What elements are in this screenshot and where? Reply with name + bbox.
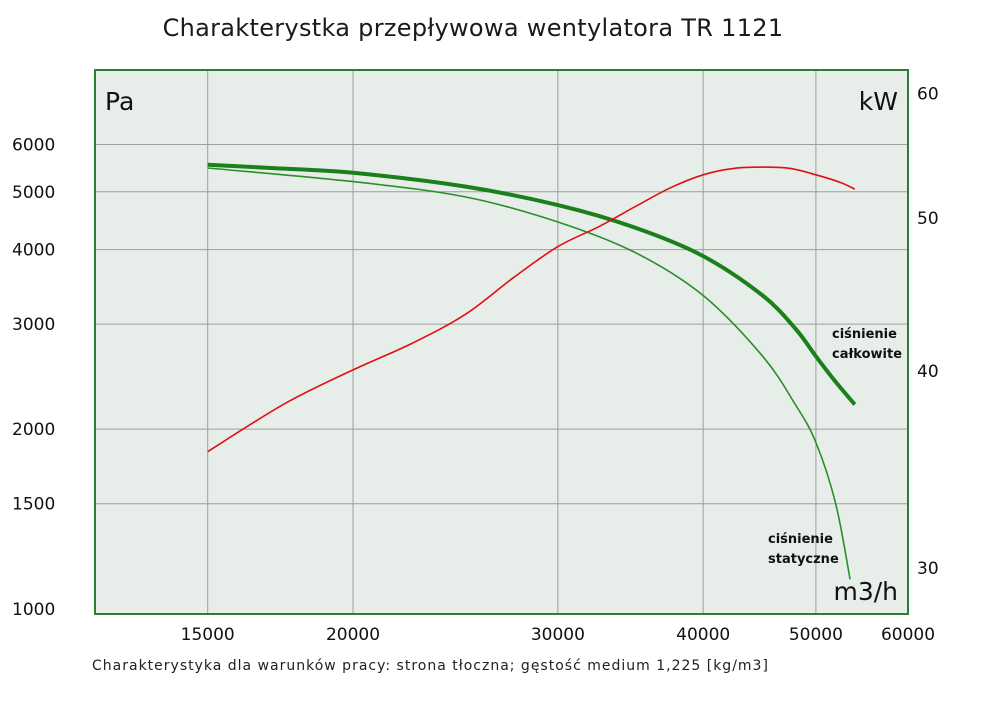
series-static-pressure — [207, 167, 851, 580]
y-axis-unit-left: Pa — [105, 87, 134, 116]
y-tick-label-right: 60 — [917, 84, 939, 104]
y-tick-label-left: 3000 — [12, 315, 55, 335]
label-static-pressure: ciśnienie statyczne — [768, 532, 839, 567]
plot-area — [95, 70, 908, 614]
label-total-pressure: ciśnienie całkowite — [832, 327, 902, 362]
y-tick-label-left: 1500 — [12, 495, 55, 515]
y-tick-label-left: 2000 — [12, 420, 55, 440]
y-tick-label-left: 4000 — [12, 241, 55, 261]
footnote: Charakterystyka dla warunków pracy: stro… — [92, 658, 769, 674]
x-tick-label: 50000 — [789, 625, 843, 645]
y-tick-label-right: 40 — [917, 362, 939, 382]
series-layer — [207, 162, 857, 580]
x-axis-unit: m3/h — [833, 577, 898, 606]
y-tick-label-right: 30 — [917, 559, 939, 579]
y-axis-unit-right: kW — [859, 87, 898, 116]
series-power — [207, 166, 856, 453]
tick-labels: 15000 20000 30000 40000 50000 60000 1000 1500 20… — [12, 84, 939, 645]
grid — [95, 70, 908, 614]
x-tick-label: 40000 — [676, 625, 730, 645]
x-tick-label: 15000 — [181, 625, 235, 645]
chart-title: Charakterystka przepływowa wentylatora T… — [162, 14, 784, 42]
x-tick-label: 60000 — [881, 625, 935, 645]
plot-frame — [94, 69, 909, 615]
y-tick-label-left: 1000 — [12, 600, 55, 620]
series-total-pressure — [207, 162, 857, 406]
x-tick-label: 20000 — [326, 625, 380, 645]
y-tick-label-left: 6000 — [12, 136, 55, 156]
y-tick-label-right: 50 — [917, 209, 939, 229]
y-tick-label-left: 5000 — [12, 183, 55, 203]
x-tick-label: 30000 — [531, 625, 585, 645]
